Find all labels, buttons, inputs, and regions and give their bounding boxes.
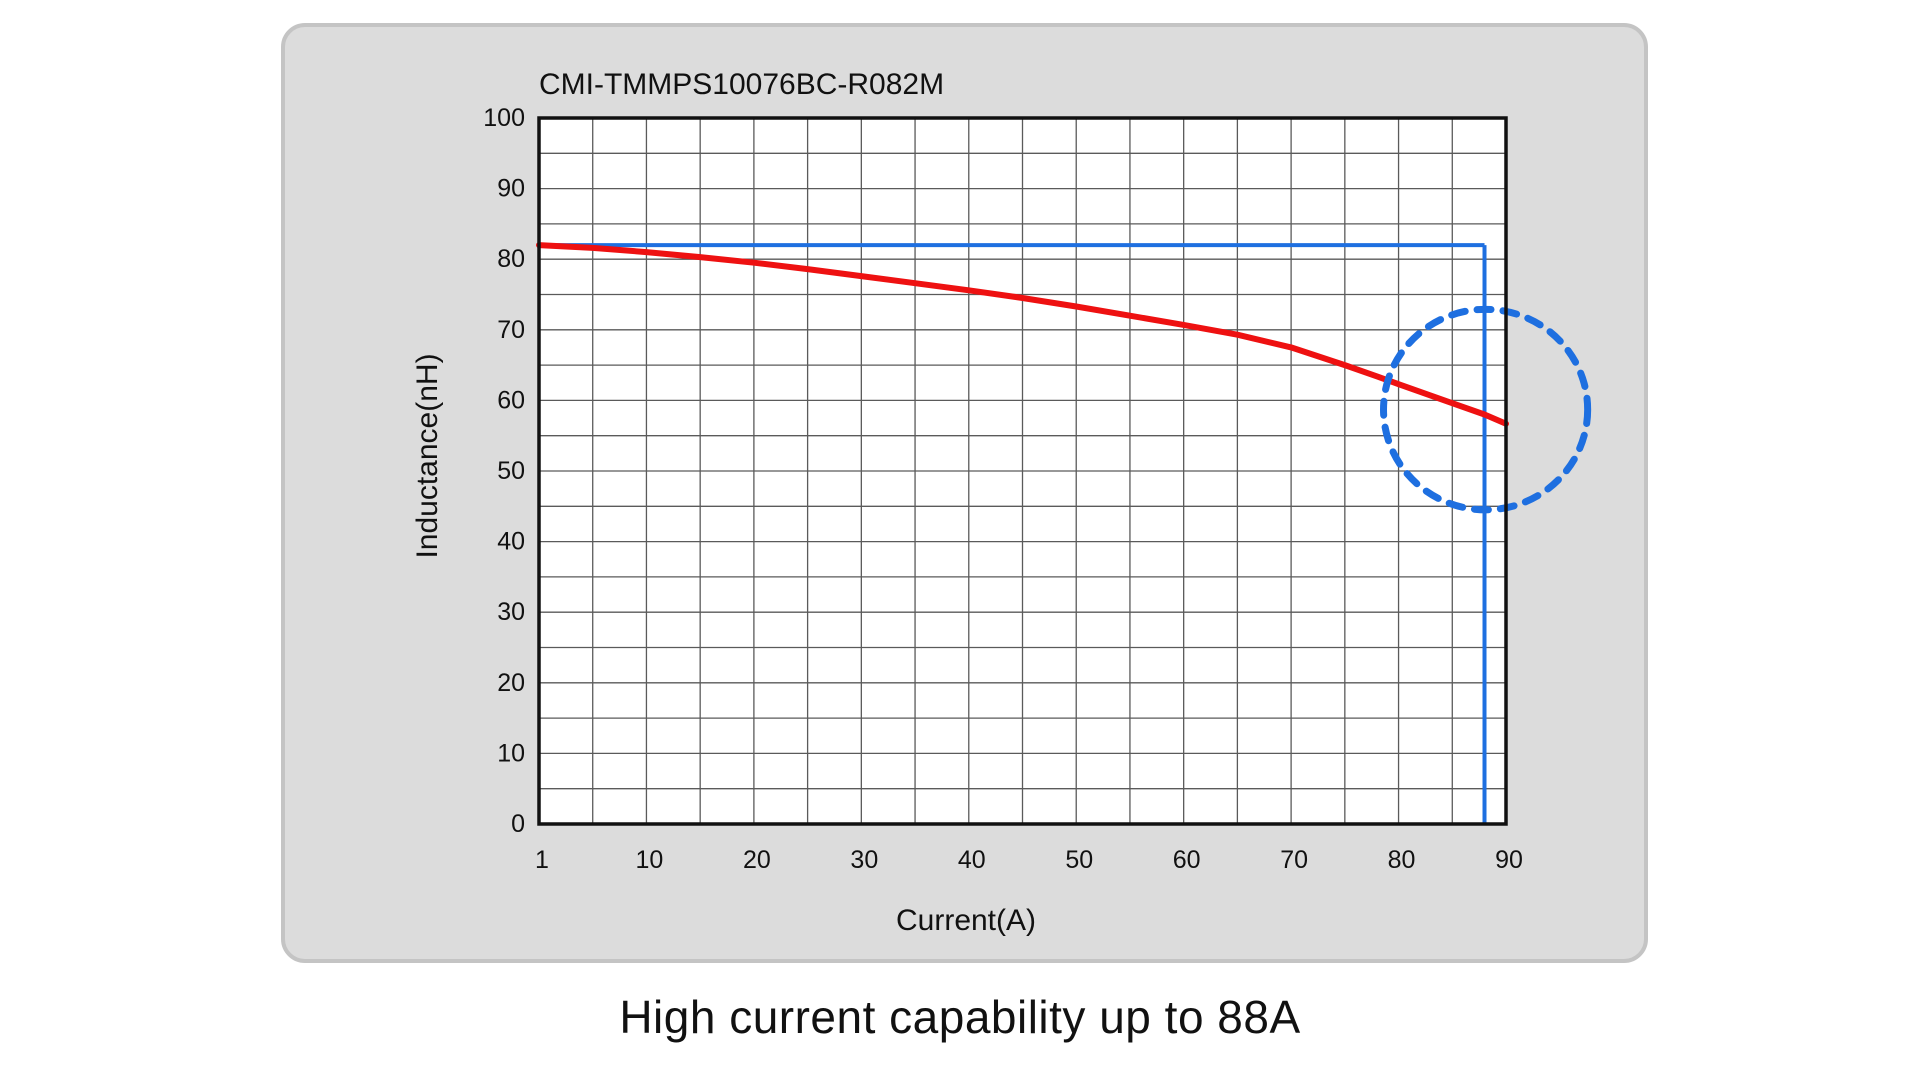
y-tick-label: 80 — [497, 245, 525, 273]
y-tick-labels: 0 10 20 30 40 50 60 70 80 90 100 — [483, 104, 525, 838]
y-tick-label: 10 — [497, 739, 525, 767]
x-tick-label: 50 — [1065, 846, 1093, 874]
y-tick-label: 50 — [497, 457, 525, 485]
y-tick-label: 100 — [483, 104, 525, 132]
series-line — [536, 242, 1509, 427]
x-tick-label: 40 — [958, 846, 986, 874]
caption: High current capability up to 88A — [619, 991, 1301, 1043]
highlight-layer — [1380, 305, 1592, 514]
x-tick-label: 30 — [850, 846, 878, 874]
plot-frame — [537, 116, 1508, 826]
highlight-circle — [1380, 305, 1592, 514]
series-layer — [536, 242, 1509, 427]
x-tick-label: 90 — [1495, 846, 1523, 874]
chart-title: CMI-TMMPS10076BC-R082M — [539, 68, 944, 101]
y-tick-label: 60 — [497, 386, 525, 414]
reference-lines — [539, 243, 1487, 824]
y-tick-label: 40 — [497, 528, 525, 556]
x-tick-label: 70 — [1280, 846, 1308, 874]
x-axis-label: Current(A) — [896, 904, 1036, 937]
x-tick-label: 1 — [535, 846, 549, 874]
x-tick-labels: 1 10 20 30 40 50 60 70 80 90 — [535, 846, 1523, 874]
x-tick-label: 20 — [743, 846, 771, 874]
y-tick-label: 70 — [497, 316, 525, 344]
y-tick-label: 30 — [497, 598, 525, 626]
y-tick-label: 20 — [497, 669, 525, 697]
y-tick-label: 0 — [511, 810, 525, 838]
y-tick-label: 90 — [497, 175, 525, 203]
y-axis-label: Inductance(nH) — [411, 353, 444, 558]
x-tick-label: 10 — [636, 846, 664, 874]
x-tick-label: 80 — [1388, 846, 1416, 874]
grid — [539, 118, 1506, 824]
x-tick-label: 60 — [1173, 846, 1201, 874]
